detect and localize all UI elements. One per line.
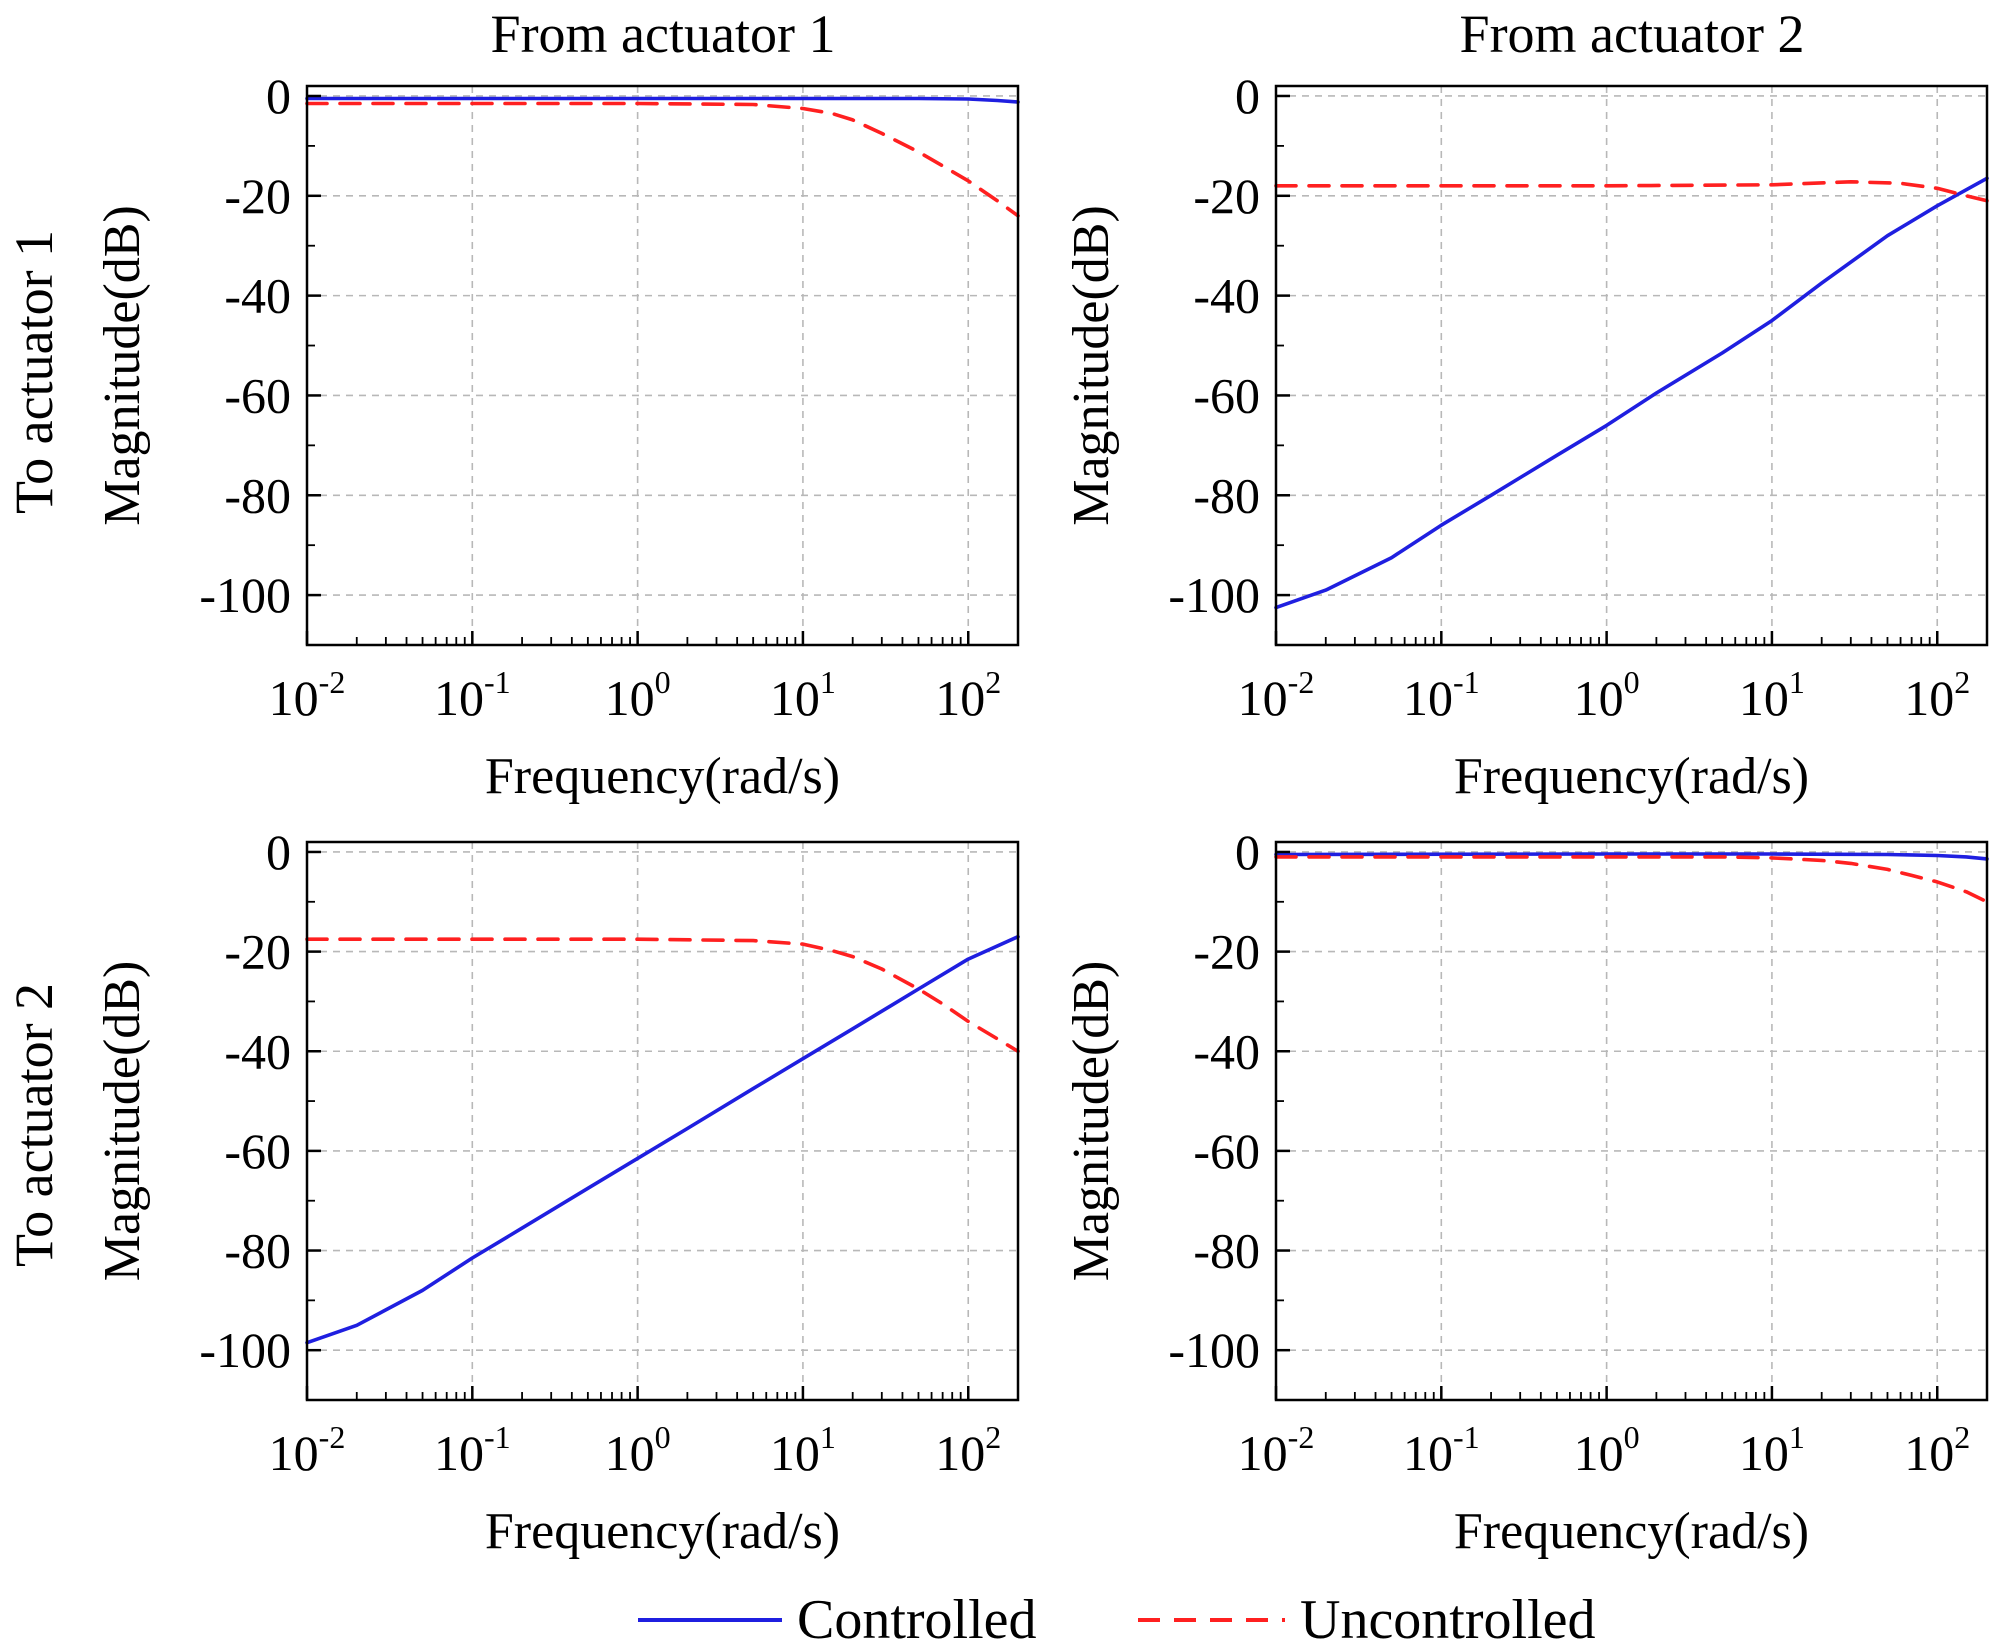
x-tick-label: 100 bbox=[1574, 664, 1640, 726]
x-tick-label: 101 bbox=[770, 1419, 836, 1481]
x-tick-label: 102 bbox=[935, 664, 1001, 726]
legend-label-controlled: Controlled bbox=[797, 1589, 1037, 1649]
plot-frame bbox=[1274, 840, 1989, 1402]
y-tick-label: -100 bbox=[1168, 567, 1260, 623]
x-tick-label: 100 bbox=[605, 1419, 671, 1481]
y-tick-label: -80 bbox=[1193, 1223, 1260, 1279]
series-uncontrolled bbox=[1274, 180, 1989, 203]
y-tick-label: -80 bbox=[224, 1223, 291, 1279]
y-tick-label: -100 bbox=[199, 567, 291, 623]
series-controlled bbox=[1274, 852, 1989, 861]
x-tick-label: 102 bbox=[935, 1419, 1001, 1481]
x-tick-label: 100 bbox=[1574, 1419, 1640, 1481]
x-tick-label: 101 bbox=[1739, 1419, 1805, 1481]
x-tick-label: 10-1 bbox=[434, 1419, 511, 1481]
x-axis-label: Frequency(rad/s) bbox=[485, 1503, 840, 1560]
y-tick-label: -20 bbox=[1193, 924, 1260, 980]
x-tick-label: 10-2 bbox=[1238, 1419, 1315, 1481]
x-tick-label: 10-2 bbox=[1238, 664, 1315, 726]
y-tick-label: -60 bbox=[224, 367, 291, 423]
y-axis-label: Magnitude(dB) bbox=[1063, 961, 1120, 1282]
x-tick-label: 100 bbox=[605, 664, 671, 726]
y-tick-label: -80 bbox=[224, 467, 291, 523]
x-tick-label: 10-1 bbox=[1403, 1419, 1480, 1481]
panel-top-left: 10-2 10-1 100 101 102 0 -20 -40 -60 -80 -100 Freque… bbox=[94, 68, 1020, 805]
row-title-1: To actuator 1 bbox=[4, 230, 64, 514]
series-controlled bbox=[305, 96, 1020, 104]
panel-top-right: 10-2 10-1 100 101 102 0 -20 -40 -60 -80 -100 Freque… bbox=[1063, 68, 1989, 805]
y-axis-label: Magnitude(dB) bbox=[94, 961, 151, 1282]
y-tick-label: -40 bbox=[1193, 268, 1260, 324]
y-tick-label: -20 bbox=[224, 924, 291, 980]
x-tick-label: 101 bbox=[1739, 664, 1805, 726]
x-tick-label: 102 bbox=[1904, 664, 1970, 726]
x-tick-label: 101 bbox=[770, 664, 836, 726]
x-axis-label: Frequency(rad/s) bbox=[1454, 1503, 1809, 1560]
y-tick-label: -20 bbox=[224, 168, 291, 224]
y-tick-label: 0 bbox=[1235, 68, 1260, 124]
x-tick-label: 10-1 bbox=[434, 664, 511, 726]
y-tick-label: 0 bbox=[1235, 824, 1260, 880]
row-title-2: To actuator 2 bbox=[4, 983, 64, 1267]
y-tick-label: -80 bbox=[1193, 467, 1260, 523]
legend-label-uncontrolled: Uncontrolled bbox=[1300, 1589, 1595, 1649]
y-tick-label: -60 bbox=[1193, 1123, 1260, 1179]
series-controlled bbox=[305, 934, 1020, 1345]
x-tick-label: 10-1 bbox=[1403, 664, 1480, 726]
y-tick-label: -40 bbox=[224, 268, 291, 324]
y-tick-label: -40 bbox=[1193, 1023, 1260, 1079]
series-uncontrolled bbox=[1274, 855, 1989, 904]
legend: Controlled Uncontrolled bbox=[638, 1589, 1595, 1649]
x-tick-label: 102 bbox=[1904, 1419, 1970, 1481]
y-tick-label: -40 bbox=[224, 1023, 291, 1079]
y-tick-label: -20 bbox=[1193, 168, 1260, 224]
y-tick-label: -60 bbox=[1193, 367, 1260, 423]
y-tick-label: -60 bbox=[224, 1123, 291, 1179]
plot-frame bbox=[305, 84, 1020, 647]
y-axis-label: Magnitude(dB) bbox=[1063, 205, 1120, 526]
y-tick-label: 0 bbox=[266, 68, 291, 124]
y-tick-label: 0 bbox=[266, 824, 291, 880]
panel-bottom-left: 10-2 10-1 100 101 102 0 -20 -40 -60 -80 -100 Freque… bbox=[94, 824, 1020, 1560]
plot-frame bbox=[1274, 84, 1989, 647]
plot-frame bbox=[305, 840, 1020, 1402]
series-uncontrolled bbox=[305, 937, 1020, 1054]
x-axis-label: Frequency(rad/s) bbox=[485, 748, 840, 805]
x-tick-label: 10-2 bbox=[269, 664, 346, 726]
y-axis-label: Magnitude(dB) bbox=[94, 205, 151, 526]
column-title-2: From actuator 2 bbox=[1460, 4, 1805, 64]
y-tick-label: -100 bbox=[1168, 1322, 1260, 1378]
column-title-1: From actuator 1 bbox=[491, 4, 836, 64]
panels: 10-2 10-1 100 101 102 0 -20 -40 -60 -80 -100 Freque… bbox=[94, 68, 1989, 1560]
x-axis-label: Frequency(rad/s) bbox=[1454, 748, 1809, 805]
series-controlled bbox=[1274, 176, 1989, 610]
series-uncontrolled bbox=[305, 101, 1020, 218]
y-tick-label: -100 bbox=[199, 1322, 291, 1378]
x-tick-label: 10-2 bbox=[269, 1419, 346, 1481]
panel-bottom-right: 10-2 10-1 100 101 102 0 -20 -40 -60 -80 -100 Freque… bbox=[1063, 824, 1989, 1560]
